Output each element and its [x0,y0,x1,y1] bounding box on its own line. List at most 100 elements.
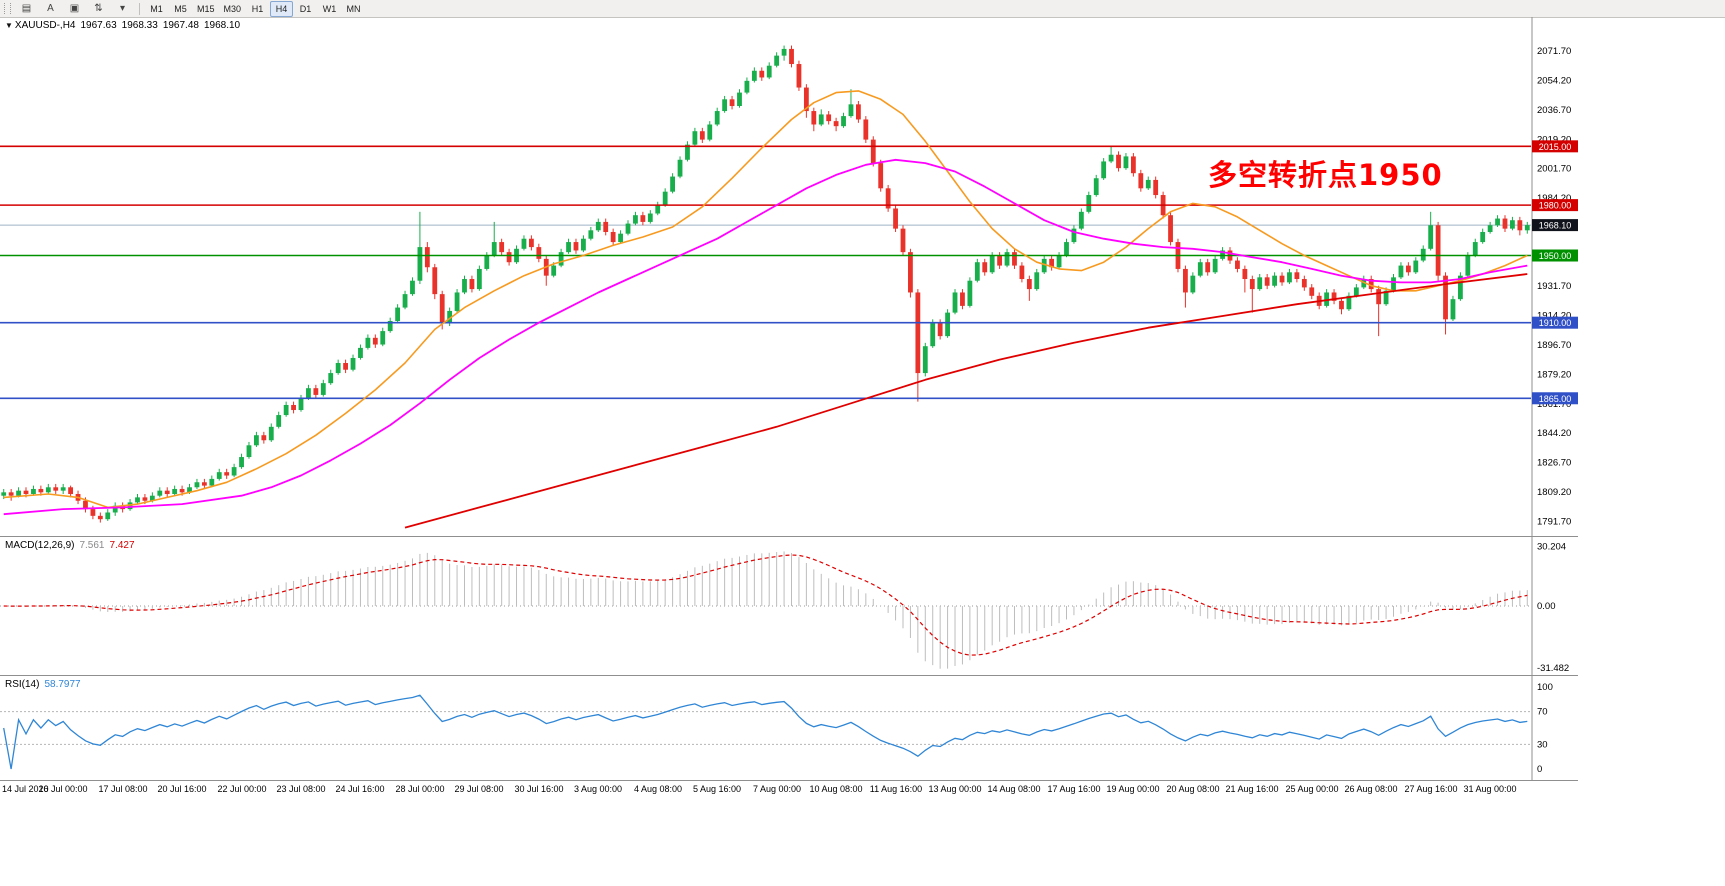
candle [31,485,36,496]
timeframe-button-M5[interactable]: M5 [174,3,187,14]
candle [506,248,512,266]
candle [952,289,958,315]
candle [209,475,215,488]
candle [685,141,690,162]
candle [974,258,980,283]
candle [922,342,928,377]
time-axis-label: 30 Jul 16:00 [514,784,564,794]
candle [1272,272,1277,288]
rsi-name: RSI(14) [5,679,40,690]
candle [566,238,571,254]
candle [1517,216,1523,236]
candle [1034,268,1040,291]
candle [454,289,460,313]
candle [1391,273,1396,293]
svg-text:1861.70: 1861.70 [1537,399,1571,410]
candle [1220,247,1225,261]
candle [462,275,467,295]
candle [729,95,735,110]
cycle-timeframes-icon[interactable]: ⇅ [94,3,103,14]
svg-text:2071.70: 2071.70 [1537,46,1571,57]
candle [1450,295,1456,322]
bar-chart-icon[interactable]: ▤ [21,3,32,14]
macd-name: MACD(12,26,9) [5,540,75,551]
timeframe-button-M30[interactable]: M30 [223,3,242,14]
candle [893,205,898,232]
candle [699,127,705,143]
candle [536,243,542,263]
price-badge-1950.00: 1950.00 [1532,249,1578,262]
timeframe-button-H1[interactable]: H1 [251,3,264,14]
timeframe-button-MN[interactable]: MN [346,3,361,14]
candle [967,277,973,308]
candle [1101,158,1107,180]
candle [722,95,728,113]
timeframe-button-W1[interactable]: W1 [322,3,337,14]
svg-text:1826.70: 1826.70 [1537,458,1571,469]
svg-text:1896.70: 1896.70 [1537,340,1571,351]
rsi-value: 58.7977 [44,679,81,690]
candle [870,136,876,167]
svg-text:1984.20: 1984.20 [1537,193,1571,204]
time-axis-label: 14 Jul 2020 [2,784,49,794]
timeframe-button-M1[interactable]: M1 [150,3,163,14]
time-axis-label: 19 Aug 00:00 [1106,784,1160,794]
panel-splitter-1[interactable] [0,536,1578,537]
time-axis-label: 5 Aug 16:00 [692,784,742,794]
candle [595,218,601,232]
candle [997,252,1003,269]
symbol-marker-icon[interactable]: ▼ [5,21,13,30]
timeframe-button-M15[interactable]: M15 [197,3,215,14]
candle [1339,297,1344,315]
candle [1301,275,1307,291]
candle [1376,285,1382,337]
time-axis-label: 17 Aug 16:00 [1047,784,1101,794]
time-axis[interactable]: 14 Jul 2020 16 Jul 00:00 17 Jul 08:00 20 Ju… [0,781,1578,799]
candle [588,226,594,241]
rsi-line [3,694,1528,770]
price-badge-2015.00: 2015.00 [1532,140,1578,153]
candle [1071,225,1077,244]
svg-text:1844.20: 1844.20 [1537,428,1571,439]
candle [194,478,200,489]
panel-splitter-2[interactable] [0,675,1578,676]
candle [1405,262,1411,276]
rsi-indicator-panel[interactable]: 100 70 30 0 [0,676,1578,780]
svg-text:100: 100 [1537,682,1553,693]
time-axis-label: 31 Aug 00:00 [1463,784,1517,794]
candle [499,238,505,256]
macd-indicator-panel[interactable]: 30.204 0.00 -31.482 [0,537,1578,675]
time-axis-label: 23 Jul 08:00 [276,784,326,794]
candle [908,248,913,298]
toolbar: ▤ A ▣ ⇅ ▾ M1 M5 M15 M30 H1 H4 D1 W1 MN [0,0,1725,18]
timeframe-button-H4[interactable]: H4 [270,0,294,17]
chart-shift-button[interactable]: ▣ [69,3,80,14]
candle [1524,221,1530,234]
svg-text:30.204: 30.204 [1537,542,1566,553]
candle [960,289,965,310]
svg-text:2019.20: 2019.20 [1537,134,1571,145]
main-price-chart[interactable]: 2071.70 2054.20 2036.70 2019.20 2001.70 1984.… [0,17,1578,536]
candle [1420,245,1426,263]
svg-text:1980.00: 1980.00 [1539,201,1572,211]
dropdown-arrow-icon[interactable]: ▾ [119,3,126,14]
candle [1287,268,1292,285]
candle [1019,262,1025,283]
timeframe-button-D1[interactable]: D1 [299,3,312,14]
candle [618,230,623,244]
time-axis-label: 16 Jul 00:00 [38,784,88,794]
candle [1116,151,1121,172]
svg-text:0: 0 [1537,764,1542,775]
candle [811,107,817,132]
toolbar-separator [139,2,140,15]
candle [105,509,111,521]
candle [900,225,906,256]
toolbar-grip[interactable] [4,3,11,14]
auto-scroll-button[interactable]: A [47,3,54,14]
candle [818,109,824,127]
candle [157,487,163,498]
panel-splitter-3 [0,780,1578,781]
svg-text:70: 70 [1537,707,1548,718]
time-axis-label: 10 Aug 08:00 [809,784,863,794]
